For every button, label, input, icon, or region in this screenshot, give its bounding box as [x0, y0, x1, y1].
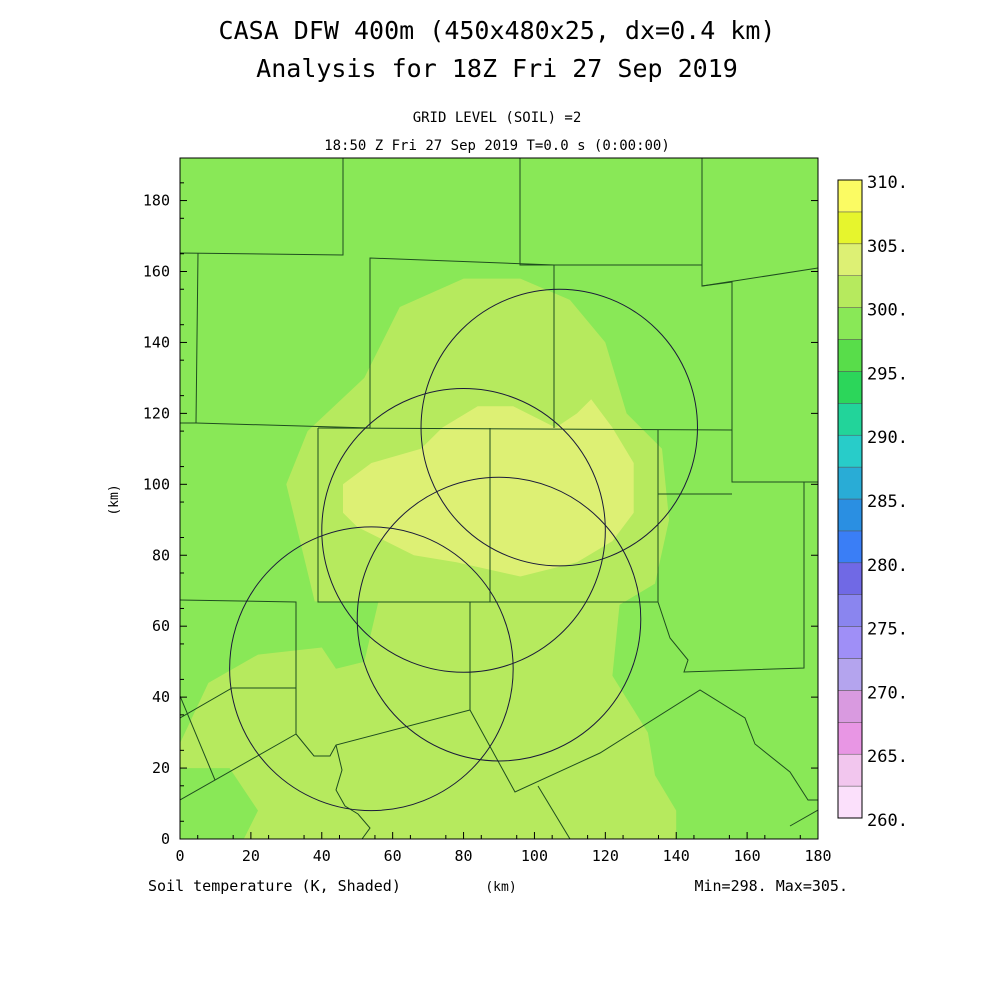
plot-frame	[179, 157, 819, 840]
colorbar-swatch	[837, 403, 863, 436]
x-tick-label: 100	[521, 847, 548, 865]
colorbar-swatch	[837, 243, 863, 276]
colorbar-swatch	[837, 722, 863, 755]
colorbar-label: 295.	[867, 364, 908, 384]
county-line	[469, 689, 818, 801]
county-line	[180, 695, 216, 781]
county-line	[335, 744, 371, 839]
chart-title: CASA DFW 400m (450x480x25, dx=0.4 km)	[219, 16, 776, 45]
y-tick-label: 120	[143, 404, 170, 422]
range-ring-1	[420, 288, 698, 567]
colorbar-swatch	[837, 498, 863, 532]
county-line	[701, 265, 733, 430]
county-line	[657, 482, 805, 673]
colorbar-label: 310.	[867, 173, 908, 193]
temperature-field	[180, 278, 677, 839]
colorbar-frame	[837, 179, 863, 819]
range-ring-2	[321, 388, 606, 673]
colorbar-swatch	[837, 562, 863, 595]
county-line	[537, 785, 571, 839]
colorbar-swatch	[837, 179, 863, 213]
colorbar-label: 300.	[867, 301, 908, 321]
y-tick-label: 40	[152, 688, 170, 706]
x-tick-label: 40	[313, 847, 331, 865]
colorbar-swatch	[837, 275, 863, 308]
x-tick-label: 20	[242, 847, 260, 865]
county-line	[731, 430, 818, 483]
x-tick-label: 80	[455, 847, 473, 865]
colorbar-swatch	[837, 434, 863, 468]
time-label: 18:50 Z Fri 27 Sep 2019 T=0.0 s (0:00:00…	[324, 138, 670, 154]
colorbar-swatch	[837, 339, 863, 372]
chart-subtitle: Analysis for 18Z Fri 27 Sep 2019	[256, 54, 738, 83]
colorbar-swatch	[837, 753, 863, 787]
grid-level-label: GRID LEVEL (SOIL) =2	[413, 110, 582, 126]
county-line	[195, 257, 555, 429]
plot-area	[179, 157, 819, 840]
colorbar-swatch	[837, 594, 863, 627]
colorbar-swatch	[837, 211, 863, 245]
range-ring-3	[229, 526, 514, 812]
county-boundaries	[180, 158, 818, 839]
radar-range-rings	[229, 288, 698, 812]
footer-variable-label: Soil temperature (K, Shaded)	[148, 877, 401, 895]
colorbar-swatch	[837, 626, 863, 659]
y-tick-label: 180	[143, 192, 170, 210]
x-tick-label: 60	[384, 847, 402, 865]
colorbar-swatch	[837, 371, 863, 404]
y-tick-label: 140	[143, 333, 170, 351]
county-line	[317, 427, 733, 431]
colorbar-label: 290.	[867, 428, 908, 448]
county-line	[317, 428, 659, 603]
colorbar-label: 270.	[867, 683, 908, 703]
colorbar-label: 275.	[867, 620, 908, 640]
x-axis: 0 20 40 60 80 100 120 140 160 180	[175, 832, 832, 865]
county-line	[295, 602, 471, 757]
y-tick-label: 0	[161, 830, 170, 848]
colorbar-label: 265.	[867, 747, 908, 767]
y-tick-label: 60	[152, 617, 170, 635]
colorbar-swatch	[837, 307, 863, 340]
colorbar-label: 280.	[867, 556, 908, 576]
x-tick-label: 140	[663, 847, 690, 865]
range-ring-4	[356, 476, 642, 762]
y-tick-label: 20	[152, 759, 170, 777]
county-line	[180, 599, 297, 801]
colorbar-label: 305.	[867, 237, 908, 257]
colorbar-swatch	[837, 658, 863, 691]
colorbar-label: 285.	[867, 492, 908, 512]
county-line	[180, 687, 296, 719]
colorbar-swatch	[837, 530, 863, 564]
warm-zone-302-5	[180, 278, 677, 839]
colorbar: 310. 305. 300. 295. 290. 285. 280. 275. 270. 265.…	[837, 173, 908, 831]
colorbar-swatch	[837, 690, 863, 723]
x-tick-label: 160	[734, 847, 761, 865]
county-line	[519, 158, 703, 266]
y-tick-label: 160	[143, 263, 170, 281]
colorbar-swatch	[837, 785, 863, 819]
y-tick-label: 80	[152, 546, 170, 564]
county-line	[180, 158, 344, 256]
x-tick-label: 120	[592, 847, 619, 865]
colorbar-swatch	[837, 466, 863, 500]
colorbar-label: 260.	[867, 811, 908, 831]
x-tick-label: 180	[804, 847, 831, 865]
min-max-label: Min=298. Max=305.	[694, 877, 848, 895]
x-axis-label: (km)	[485, 880, 516, 895]
y-axis: 0 20 40 60 80 100 120 140 160 180	[143, 182, 818, 848]
y-axis-label: (km)	[107, 484, 122, 515]
hot-zone-305	[343, 399, 634, 577]
x-tick-label: 0	[175, 847, 184, 865]
y-tick-label: 100	[143, 475, 170, 493]
county-line	[789, 809, 818, 827]
